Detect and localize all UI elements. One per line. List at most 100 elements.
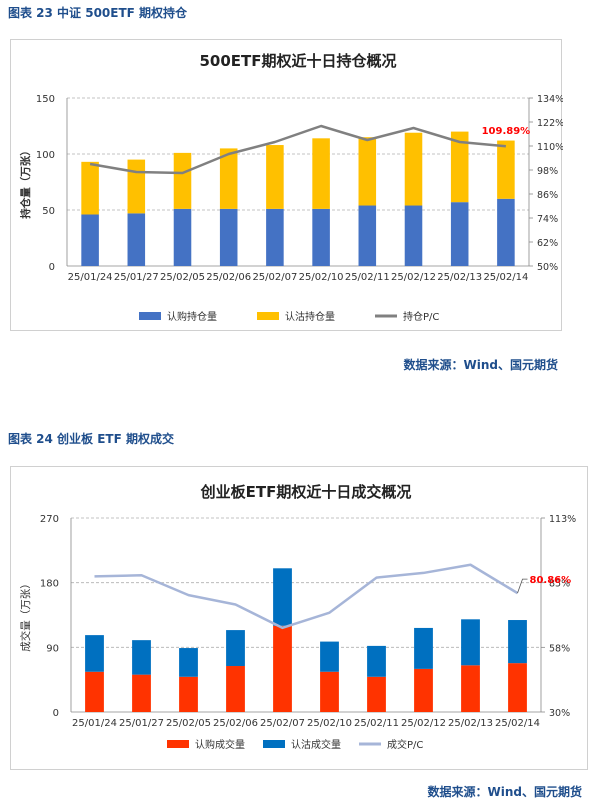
bar-put xyxy=(358,137,377,206)
y2-tick-label: 98% xyxy=(537,166,558,177)
bar-call xyxy=(273,625,292,712)
legend-swatch xyxy=(167,740,189,748)
legend-label: 认购持仓量 xyxy=(167,310,217,323)
bar-call xyxy=(226,666,245,712)
bar-call xyxy=(266,208,284,266)
figure-source-2: 数据来源：Wind、国元期货 xyxy=(427,785,582,799)
y-tick-label: 0 xyxy=(49,262,55,273)
pc-ratio-line xyxy=(89,124,507,175)
x-tick-label: 25/01/24 xyxy=(68,272,113,283)
bar-put xyxy=(461,619,480,666)
bar-put xyxy=(367,645,386,677)
y2-tick-label: 113% xyxy=(549,514,576,525)
bar-call xyxy=(450,202,469,266)
bar-put xyxy=(312,138,330,209)
annotation-leader xyxy=(517,578,528,594)
open-interest-chart: 500ETF期权近十日持仓概况 0 50 100 150 50% 62% 74% 86% 98% 1… xyxy=(19,52,564,323)
x-tick-label: 25/02/14 xyxy=(495,718,540,729)
legend-swatch xyxy=(257,312,279,320)
legend-label: 认沽持仓量 xyxy=(285,310,335,323)
bar-put xyxy=(127,159,146,214)
y-tick-label: 150 xyxy=(36,94,55,105)
x-tick-label: 25/02/10 xyxy=(299,272,344,283)
bar-put xyxy=(226,630,245,667)
legend-swatch xyxy=(263,740,285,748)
x-tick-label: 25/02/07 xyxy=(252,272,297,283)
y-tick-label: 90 xyxy=(46,643,59,654)
bar-call xyxy=(404,205,423,266)
y2-tick-label: 85% xyxy=(549,579,570,590)
pc-ratio-annotation: 109.89% xyxy=(482,126,531,137)
bar-call xyxy=(461,665,480,712)
y-tick-label: 270 xyxy=(40,514,59,525)
x-tick-label: 25/02/11 xyxy=(345,272,390,283)
x-tick-label: 25/02/05 xyxy=(160,272,205,283)
x-tick-label: 25/01/24 xyxy=(72,718,117,729)
x-tick-label: 25/01/27 xyxy=(114,272,159,283)
legend-swatch xyxy=(139,312,161,320)
legend-label: 成交P/C xyxy=(387,738,423,751)
figure-caption-2: 图表 24 创业板 ETF 期权成交 xyxy=(8,432,174,446)
x-tick-label: 25/02/06 xyxy=(206,272,251,283)
bar-put xyxy=(132,640,151,675)
bar-put xyxy=(85,635,104,672)
bar-put xyxy=(81,161,99,215)
x-tick-label: 25/02/07 xyxy=(260,718,305,729)
figure-source-1: 数据来源：Wind、国元期货 xyxy=(403,358,558,372)
bar-call xyxy=(312,208,330,266)
y2-tick-label: 86% xyxy=(537,190,558,201)
bar-call xyxy=(497,198,515,266)
x-tick-label: 25/02/12 xyxy=(401,718,446,729)
bar-put xyxy=(414,627,433,669)
bar-call xyxy=(320,671,339,712)
bar-call xyxy=(414,668,433,712)
x-tick-label: 25/02/14 xyxy=(483,272,528,283)
bar-put xyxy=(497,140,515,199)
y-tick-label: 100 xyxy=(36,150,55,161)
y-tick-label: 180 xyxy=(40,579,59,590)
bar-put xyxy=(320,641,339,672)
figure-caption-1: 图表 23 中证 500ETF 期权持仓 xyxy=(8,6,188,20)
legend-label: 持仓P/C xyxy=(403,310,439,323)
bar-call xyxy=(85,671,104,712)
y2-tick-label: 30% xyxy=(549,708,570,719)
x-tick-label: 25/02/06 xyxy=(213,718,258,729)
bar-put xyxy=(273,568,292,626)
bar-put xyxy=(404,132,423,206)
y2-tick-label: 62% xyxy=(537,238,558,249)
bar-put xyxy=(266,145,284,209)
bar-call xyxy=(127,213,146,266)
y2-tick-label: 74% xyxy=(537,214,558,225)
volume-chart: 创业板ETF期权近十日成交概况 0 90 180 270 30% 58% 85% 113% 成交量… xyxy=(19,483,576,751)
bar-call xyxy=(508,663,527,712)
y-axis-title: 持仓量（万张） xyxy=(19,145,32,219)
x-tick-label: 25/02/12 xyxy=(391,272,436,283)
pc-ratio-annotation: 80.86% xyxy=(530,575,572,586)
y2-tick-label: 134% xyxy=(537,94,563,105)
y2-tick-label: 110% xyxy=(537,142,563,153)
y2-tick-label: 122% xyxy=(537,118,563,129)
bar-put xyxy=(450,131,469,203)
bar-put xyxy=(179,648,198,677)
chart-title: 500ETF期权近十日持仓概况 xyxy=(199,52,396,70)
bar-call xyxy=(219,208,238,266)
x-tick-label: 25/02/13 xyxy=(437,272,482,283)
chart-title: 创业板ETF期权近十日成交概况 xyxy=(200,483,412,501)
x-tick-label: 25/01/27 xyxy=(119,718,164,729)
x-tick-label: 25/02/10 xyxy=(307,718,352,729)
bar-call xyxy=(132,674,151,712)
bar-call xyxy=(358,205,377,266)
bar-put xyxy=(173,152,192,209)
chart-frame-1: 500ETF期权近十日持仓概况 0 50 100 150 50% 62% 74% 86% 98% 1… xyxy=(10,39,564,331)
y2-tick-label: 50% xyxy=(537,262,558,273)
chart-frame-2: 创业板ETF期权近十日成交概况 0 90 180 270 30% 58% 85% 113% 成交量… xyxy=(10,466,588,770)
y-axis-title: 成交量（万张） xyxy=(19,578,32,652)
y2-tick-label: 58% xyxy=(549,643,570,654)
bar-call xyxy=(81,214,99,266)
y-tick-label: 50 xyxy=(42,206,55,217)
bar-put xyxy=(508,620,527,664)
bar-call xyxy=(179,676,198,712)
bar-call xyxy=(173,208,192,266)
pc-ratio-line xyxy=(94,563,519,630)
legend-label: 认购成交量 xyxy=(195,738,245,751)
